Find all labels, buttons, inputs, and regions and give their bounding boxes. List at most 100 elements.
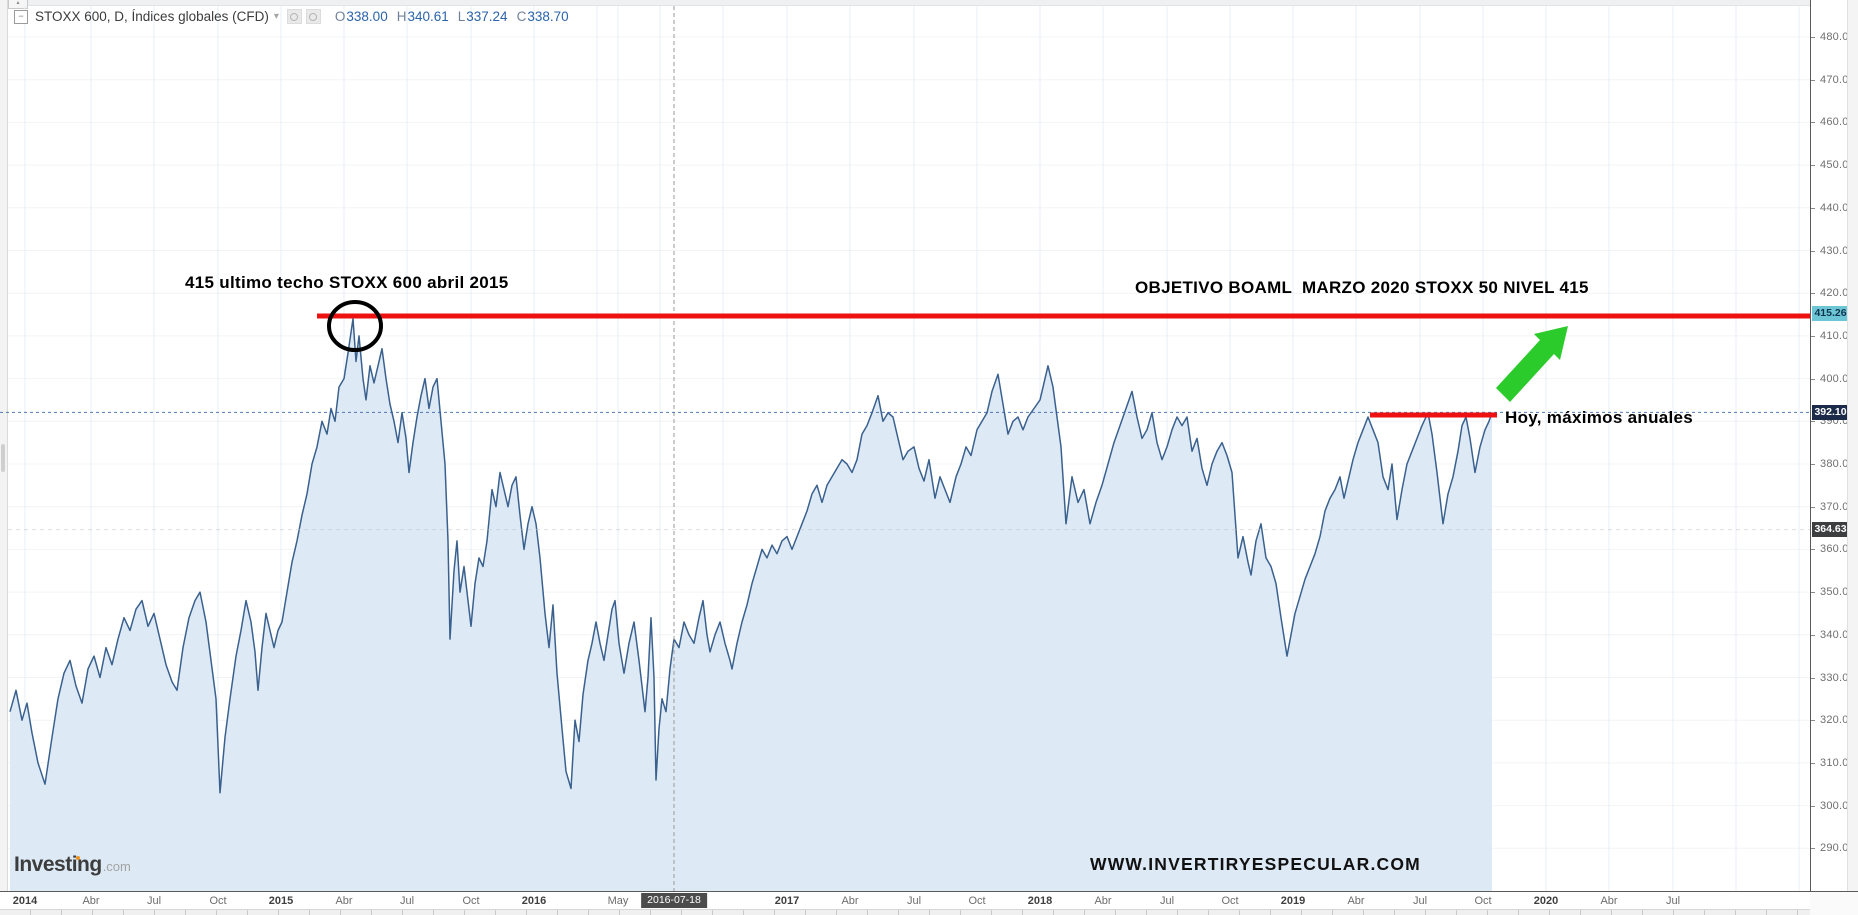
price-area-fill xyxy=(10,318,1492,891)
price-tick-label: 470.00 xyxy=(1820,73,1855,86)
right-scrollbar[interactable] xyxy=(1847,0,1858,891)
price-tick-label: 440.00 xyxy=(1820,201,1855,214)
watermark: WWW.INVERTIRYESPECULAR.COM xyxy=(1090,854,1421,874)
axis-corner xyxy=(1810,892,1858,915)
price-tick-label: 290.00 xyxy=(1820,842,1855,855)
top-strip xyxy=(0,0,1858,6)
time-tick-month-label: Jul xyxy=(399,895,415,907)
price-tick-mark xyxy=(1811,677,1815,679)
price-tick-label: 360.00 xyxy=(1820,543,1855,556)
annotation-objective-note: OBJETIVO BOAML MARZO 2020 STOXX 50 NIVEL… xyxy=(1135,278,1589,297)
time-tick-month-label: Jul xyxy=(1159,895,1175,907)
last-price-tag: 392.10 xyxy=(1812,404,1849,420)
price-tick-mark xyxy=(1811,592,1815,594)
time-tick-month-label: May xyxy=(607,895,629,907)
time-tick-month-label: Jul xyxy=(1412,895,1428,907)
symbol-title: STOXX 600, D, Índices globales (CFD) xyxy=(35,9,269,24)
toolbar-circle-icon-2[interactable] xyxy=(305,9,321,24)
price-tick-label: 330.00 xyxy=(1820,671,1855,684)
price-tick-mark xyxy=(1811,165,1815,167)
time-tick-month-label: Oct xyxy=(209,895,227,907)
price-tick-mark xyxy=(1811,293,1815,295)
time-tick-month-label: Jul xyxy=(1665,895,1681,907)
target-price-tag: 415.26 xyxy=(1812,305,1849,321)
price-tick-mark xyxy=(1811,634,1815,636)
price-tick-mark xyxy=(1811,805,1815,807)
time-tick-year-label: 2019 xyxy=(1280,895,1306,907)
price-tick-label: 480.00 xyxy=(1820,31,1855,43)
toolbar-circle-icon-1[interactable] xyxy=(286,9,302,24)
price-tick-mark xyxy=(1811,79,1815,81)
price-tick-mark xyxy=(1811,464,1815,465)
crosshair-date-tag: 2016-07-18 xyxy=(641,893,707,908)
logo-orange-dot xyxy=(75,855,80,860)
price-tick-mark xyxy=(1811,122,1815,124)
investing-logo-brand: Investing xyxy=(14,853,102,876)
price-tick-label: 430.00 xyxy=(1820,244,1855,257)
time-tick-month-label: Abr xyxy=(841,895,859,907)
price-line xyxy=(9,318,1493,794)
price-tick-mark xyxy=(1811,421,1815,423)
time-tick-year-label: 2016 xyxy=(521,895,547,907)
time-tick-year-label: 2017 xyxy=(774,895,800,907)
time-tick-month-label: Jul xyxy=(146,895,162,907)
annotation-top-note: 415 ultimo techo STOXX 600 abril 2015 xyxy=(185,273,509,292)
bottom-scroll-strip[interactable] xyxy=(0,909,1858,915)
price-tick-mark xyxy=(1811,37,1815,38)
time-tick-month-label: Oct xyxy=(462,895,480,907)
collapse-pane-icon[interactable]: − xyxy=(14,9,28,24)
time-tick-month-label: Abr xyxy=(1600,895,1618,907)
price-tick-label: 410.00 xyxy=(1820,329,1855,342)
price-tick-label: 310.00 xyxy=(1820,756,1855,769)
investing-logo: Investing .com xyxy=(14,853,131,877)
price-tick-mark xyxy=(1811,207,1815,209)
time-tick-year-label: 2014 xyxy=(12,895,38,907)
price-tick-mark xyxy=(1811,250,1815,252)
price-tick-label: 350.00 xyxy=(1820,586,1855,599)
annotation-today-note: Hoy, máximos anuales xyxy=(1505,408,1694,427)
time-tick-month-label: Oct xyxy=(1221,895,1239,907)
time-tick-month-label: Oct xyxy=(1474,895,1492,907)
price-tick-label: 450.00 xyxy=(1820,159,1855,172)
investing-logo-tld: .com xyxy=(102,859,131,874)
ohlc-pair: C 338.70 xyxy=(516,9,569,24)
price-tick-mark xyxy=(1811,848,1815,850)
green-up-arrow xyxy=(1496,326,1568,402)
ohlc-pair: H 340.61 xyxy=(396,9,449,24)
price-tick-label: 400.00 xyxy=(1820,372,1855,385)
time-tick-month-label: Jul xyxy=(906,895,922,907)
time-axis-line xyxy=(0,891,1858,892)
symbol-header: − STOXX 600, D, Índices globales (CFD) ▾… xyxy=(14,9,569,24)
price-tick-mark xyxy=(1811,506,1815,508)
collapse-top-tab-icon[interactable]: ▴ xyxy=(8,0,28,9)
time-tick-year-label: 2018 xyxy=(1027,895,1053,907)
price-tick-label: 340.00 xyxy=(1820,628,1855,641)
peak-circle-annotation xyxy=(327,300,383,352)
time-tick-month-label: Oct xyxy=(968,895,986,907)
time-tick-year-label: 2015 xyxy=(268,895,294,907)
price-tick-label: 460.00 xyxy=(1820,116,1855,129)
today-high-red-line xyxy=(1370,412,1497,418)
price-tick-label: 380.00 xyxy=(1820,458,1855,470)
ohlc-pair: L 337.24 xyxy=(457,9,508,24)
price-tick-label: 320.00 xyxy=(1820,714,1855,727)
time-tick-month-label: Abr xyxy=(1347,895,1365,907)
time-tick-month-label: Abr xyxy=(335,895,353,907)
time-tick-year-label: 2020 xyxy=(1533,895,1559,907)
price-tick-mark xyxy=(1811,549,1815,551)
price-tick-mark xyxy=(1811,378,1815,380)
crosshair-price-tag: 364.63 xyxy=(1812,522,1849,538)
price-tick-label: 370.00 xyxy=(1820,500,1855,513)
left-scrollbar-handle[interactable] xyxy=(1,444,5,472)
chevron-down-icon[interactable]: ▾ xyxy=(273,11,279,22)
time-axis[interactable]: 2014 Abr Jul Oct 2015 Abr Jul Oct 2016 May 2017 Abr… xyxy=(0,892,1858,909)
ohlc-values: O 338.00 H 340.61 L 337.24 C 338.70 xyxy=(335,9,569,24)
price-tick-mark xyxy=(1811,335,1815,337)
target-level-red-line xyxy=(317,313,1858,319)
left-scrollbar[interactable] xyxy=(0,0,8,915)
time-tick-month-label: Abr xyxy=(1094,895,1112,907)
time-tick-month-label: Abr xyxy=(82,895,100,907)
price-tick-label: 420.00 xyxy=(1820,287,1855,300)
